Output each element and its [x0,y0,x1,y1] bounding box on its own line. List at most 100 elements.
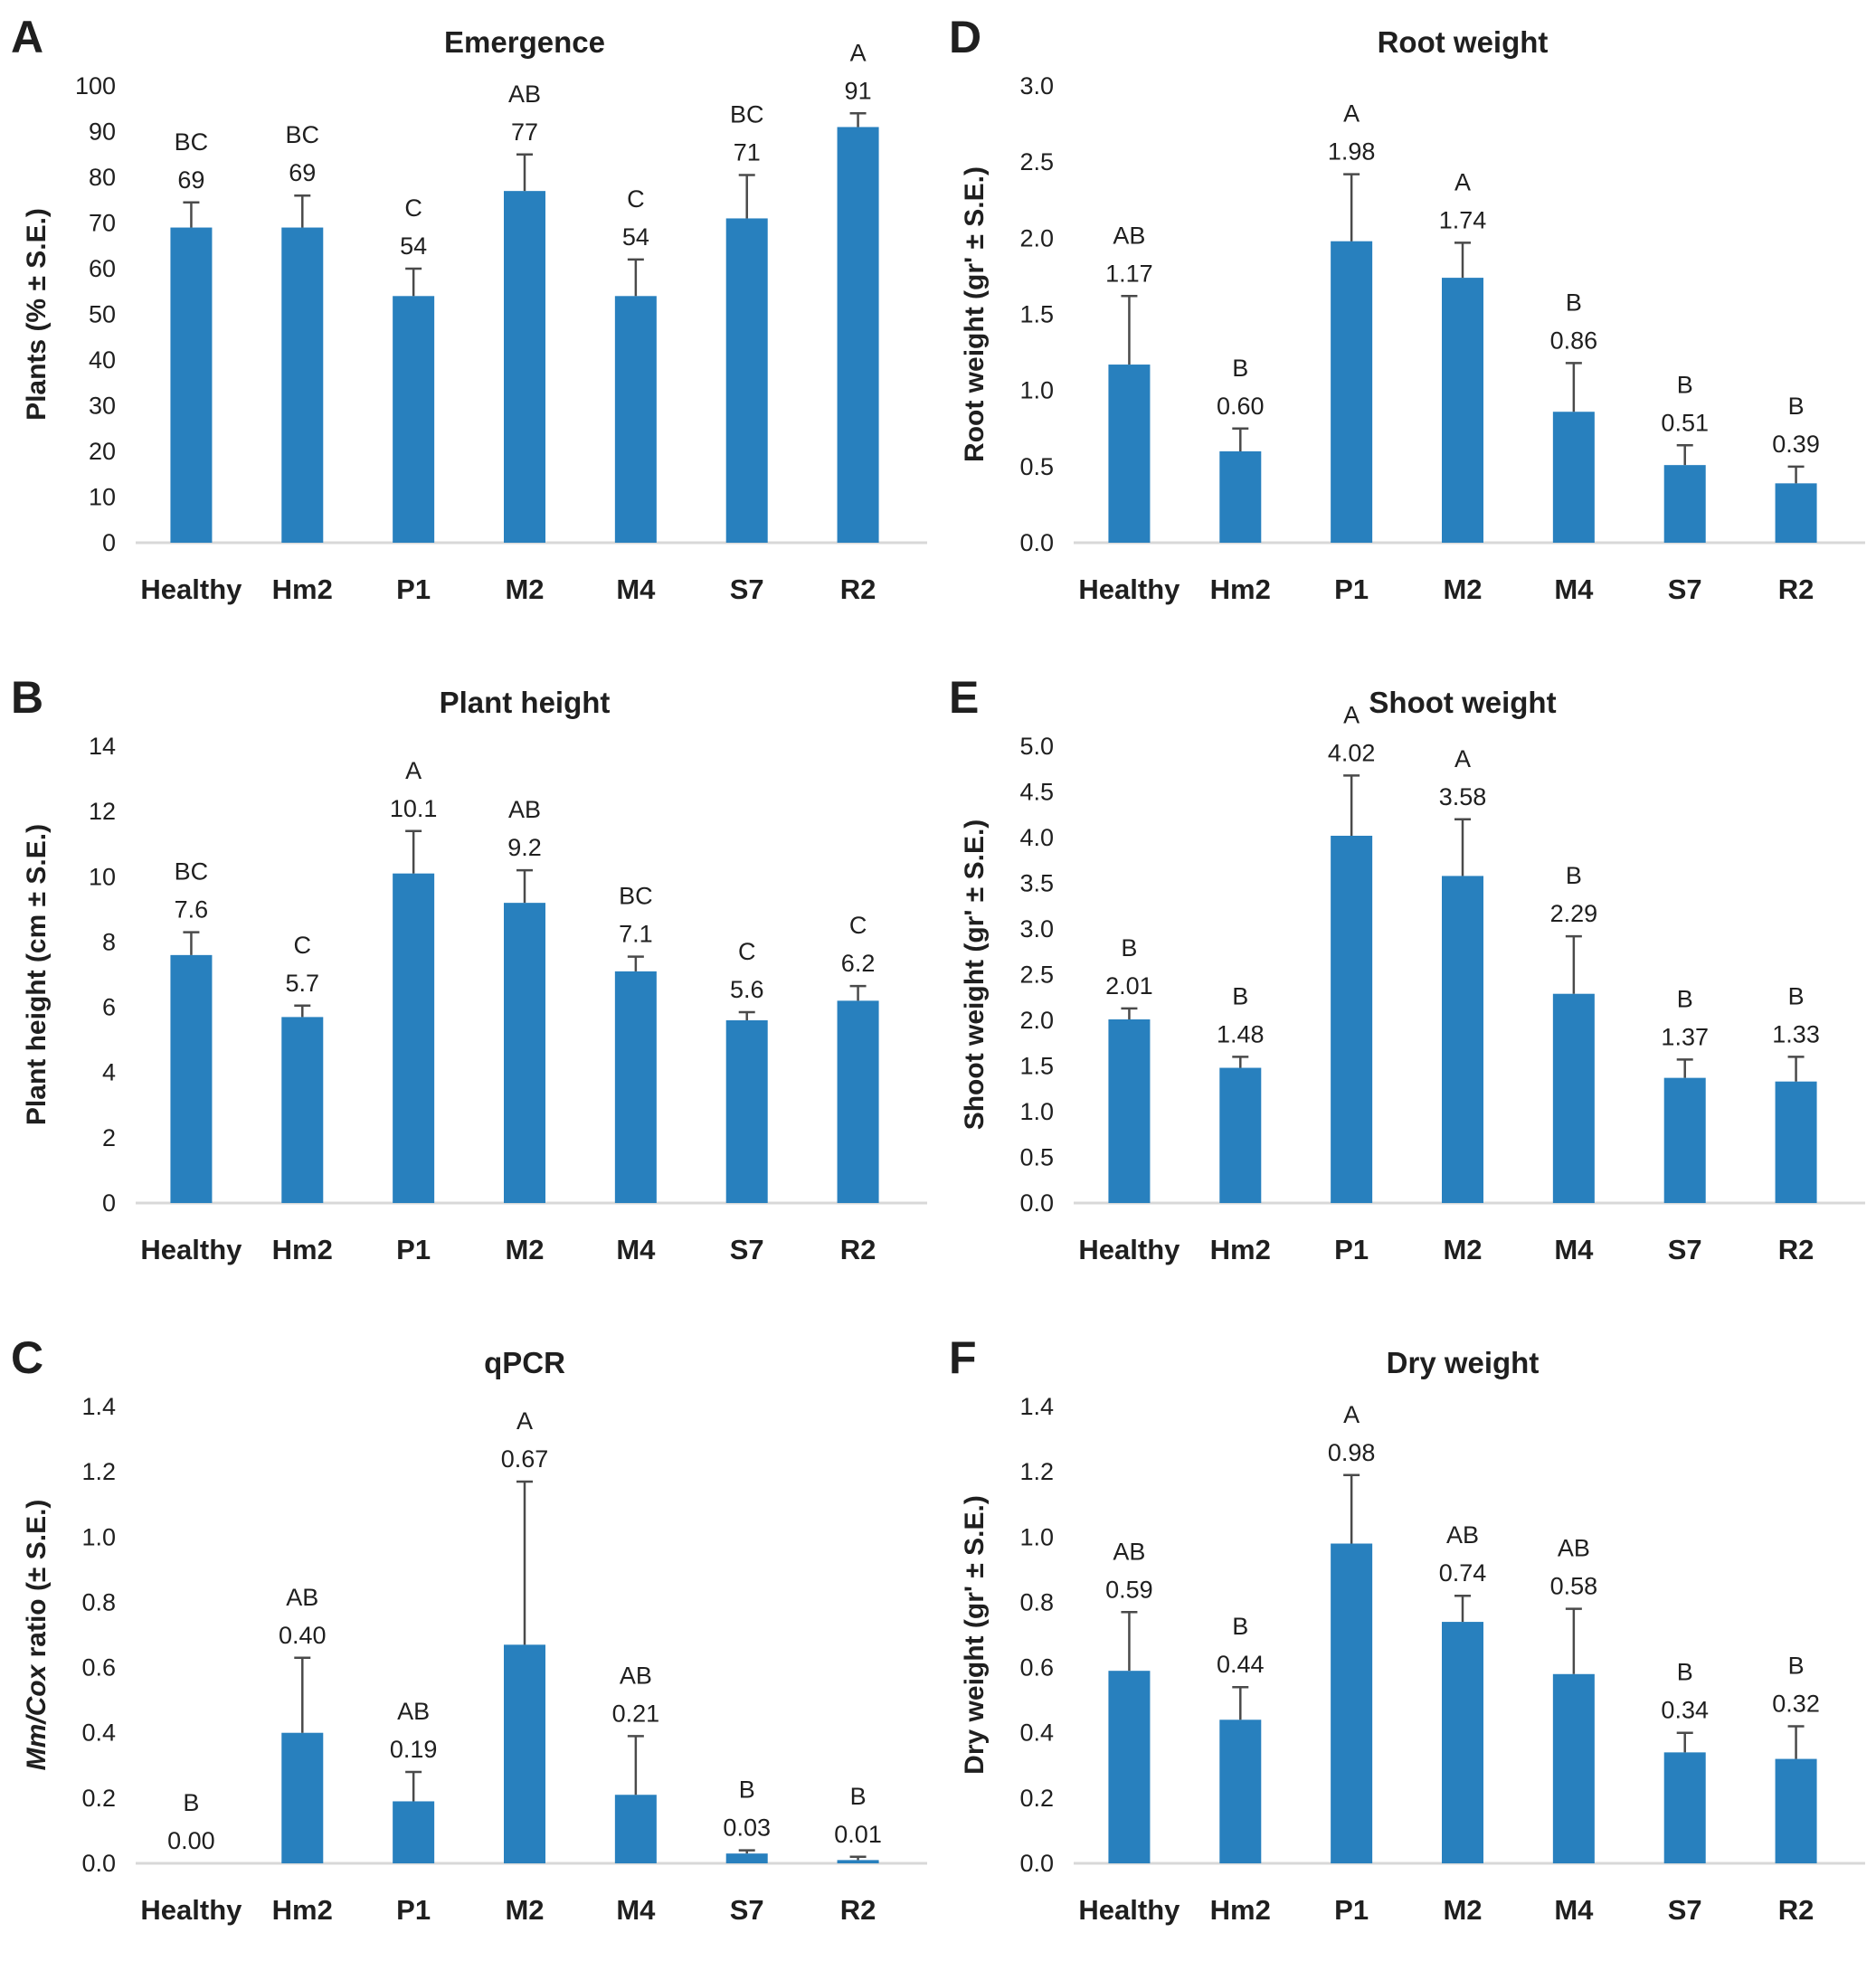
category-label: Healthy [140,1234,242,1265]
significance-letter: B [1677,371,1693,398]
value-label: 0.32 [1772,1691,1820,1718]
panel-d: D Root weight Root weight (gr' ± S.E.) 0.0 0… [938,0,1876,660]
panel-f: F Dry weight Dry weight (gr' ± S.E.) 0.0 0.2… [938,1321,1876,1980]
category-label: Healthy [140,1894,242,1926]
panel-letter: C [11,1332,43,1383]
significance-letter: C [849,912,867,939]
panel-f-chart: F Dry weight Dry weight (gr' ± S.E.) 0.0 0.2… [949,1332,1865,1926]
category-label: P1 [396,1234,431,1265]
y-tick-label: 8 [102,928,116,955]
significance-letter: B [1232,982,1248,1009]
significance-letter: C [294,932,312,959]
category-label: M4 [616,573,656,605]
chart-title: qPCR [484,1346,565,1379]
significance-letter: B [1677,1659,1693,1686]
y-tick-label: 1.0 [81,1523,116,1550]
y-tick-label: 4.5 [1019,779,1054,806]
category-label: R2 [1778,1894,1814,1926]
bar-m4 [1552,993,1595,1203]
significance-letter: B [1677,985,1693,1012]
bar-r2 [837,127,879,543]
y-tick-label: 30 [89,393,116,420]
bar-hm2 [281,1017,324,1203]
y-tick-label: 3.5 [1019,870,1054,897]
category-label: P1 [396,1894,431,1926]
y-tick-label: 90 [89,118,116,146]
significance-letter: B [850,1783,867,1810]
bar-p1 [1331,1543,1373,1863]
category-label: M2 [1443,1894,1482,1926]
category-label: M2 [505,1894,544,1926]
y-tick-label: 0.8 [81,1588,116,1615]
y-tick-label: 0.5 [1019,1144,1054,1171]
y-tick-label: 5.0 [1019,733,1054,760]
significance-letter: BC [286,121,320,148]
significance-letter: A [1454,745,1471,772]
panel-b: B Plant height Plant height (cm ± S.E.) 0 2 4… [0,660,938,1321]
value-label: 0.03 [723,1814,771,1842]
significance-letter: B [1788,393,1805,420]
category-label: S7 [1668,1894,1702,1926]
category-label: P1 [1334,1894,1369,1926]
chart-title: Emergence [444,25,605,59]
y-tick-label: 1.4 [81,1393,116,1420]
category-label: Hm2 [1210,1894,1271,1926]
y-tick-label: 0.6 [81,1654,116,1682]
bar-m2 [1442,1622,1483,1863]
value-label: 0.44 [1217,1651,1265,1678]
significance-letter: AB [1113,1538,1145,1565]
value-label: 9.2 [507,834,542,861]
value-label: 0.40 [279,1622,327,1649]
y-tick-label: 2 [102,1124,116,1151]
panel-letter: B [11,672,43,723]
category-label: P1 [1334,1234,1369,1265]
category-label: M2 [1443,1234,1482,1265]
significance-letter: AB [508,796,541,823]
significance-letter: BC [730,100,764,128]
y-tick-label: 80 [89,164,116,191]
panel-e-chart: E Shoot weight Shoot weight (gr' ± S.E.) 0.… [949,672,1865,1265]
bar-p1 [393,873,435,1203]
significance-letter: A [850,39,867,66]
y-tick-label: 1.0 [1019,1523,1054,1550]
significance-letter: A [405,757,422,784]
bar-healthy [1108,1018,1151,1203]
category-label: M4 [1554,1234,1594,1265]
chart-title: Shoot weight [1369,686,1556,719]
bar-healthy [1108,365,1151,543]
bar-healthy [170,954,213,1203]
panel-d-chart: D Root weight Root weight (gr' ± S.E.) 0.0 0… [949,12,1865,605]
chart-title: Root weight [1378,25,1549,59]
category-label: P1 [1334,573,1369,605]
category-label: R2 [1778,1234,1814,1265]
y-tick-label: 20 [89,438,116,465]
bar-hm2 [281,1732,324,1863]
value-label: 1.17 [1105,260,1153,287]
bar-r2 [1775,1758,1817,1863]
category-label: Hm2 [272,1894,333,1926]
bar-p1 [393,296,435,543]
y-tick-label: 0.5 [1019,453,1054,480]
y-tick-label: 0.0 [1019,1850,1054,1877]
value-label: 3.58 [1439,783,1487,810]
value-label: 0.67 [501,1445,549,1473]
value-label: 0.58 [1550,1573,1598,1600]
category-label: S7 [1668,573,1702,605]
bar-m4 [1552,1673,1595,1863]
panel-b-chart: B Plant height Plant height (cm ± S.E.) 0 2 4… [11,672,927,1265]
y-tick-label: 1.5 [1019,301,1054,328]
value-label: 2.29 [1550,900,1598,927]
y-axis-title: Plant height (cm ± S.E.) [22,824,52,1125]
bar-s7 [1663,1077,1706,1203]
category-label: Healthy [1078,1894,1180,1926]
significance-letter: AB [1113,222,1145,249]
y-tick-label: 2.0 [1019,1007,1054,1034]
bar-hm2 [1219,1067,1262,1203]
bar-m4 [614,296,657,543]
value-label: 1.98 [1328,138,1376,166]
category-label: Hm2 [272,1234,333,1265]
y-tick-label: 1.2 [81,1458,116,1485]
bar-m2 [504,1644,545,1863]
